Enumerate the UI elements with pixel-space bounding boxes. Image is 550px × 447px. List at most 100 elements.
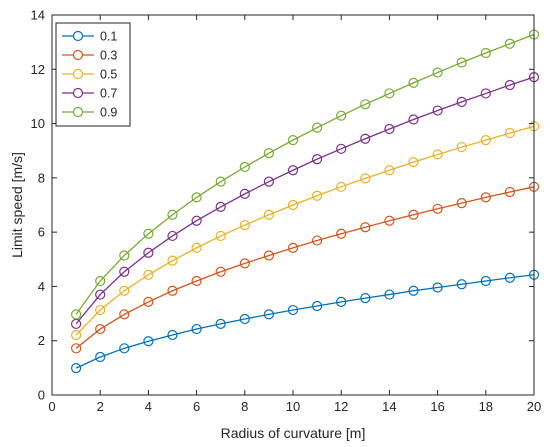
y-tick-label: 8 xyxy=(38,170,45,185)
data-point xyxy=(119,285,130,296)
legend-label: 0.1 xyxy=(100,30,117,44)
data-point xyxy=(70,309,82,320)
data-point xyxy=(263,148,274,159)
data-point xyxy=(119,343,130,354)
x-axis-title: Radius of curvature [m] xyxy=(221,425,366,441)
data-point xyxy=(408,285,419,296)
data-point xyxy=(167,255,178,266)
data-point xyxy=(504,79,515,91)
legend-item: 0.9 xyxy=(62,106,117,120)
data-point xyxy=(215,266,226,277)
data-point xyxy=(191,275,202,287)
data-point xyxy=(191,215,202,226)
series-line xyxy=(75,274,535,369)
data-point xyxy=(167,209,178,220)
data-point xyxy=(360,293,371,304)
data-point xyxy=(480,88,491,99)
data-point xyxy=(408,77,419,88)
data-point xyxy=(143,336,154,347)
data-point xyxy=(119,309,130,320)
legend-label: 0.5 xyxy=(100,68,117,82)
x-tick-label: 4 xyxy=(145,399,152,414)
data-point xyxy=(312,190,323,201)
series-0.3 xyxy=(70,181,540,354)
data-point xyxy=(143,247,154,258)
x-tick-label: 6 xyxy=(193,399,200,414)
legend-label: 0.7 xyxy=(100,87,117,101)
data-point xyxy=(95,323,106,335)
data-point xyxy=(70,343,82,354)
x-tick-label: 18 xyxy=(479,399,493,414)
data-point xyxy=(312,154,323,165)
legend-marker xyxy=(72,87,84,99)
y-tick-label: 0 xyxy=(38,388,45,403)
data-point xyxy=(312,235,323,246)
data-point xyxy=(480,275,491,287)
legend: 0.1 0.3 0.5 0.7 0.9 xyxy=(55,22,131,127)
data-point xyxy=(239,161,250,173)
data-point xyxy=(384,215,395,226)
data-point xyxy=(480,192,491,203)
data-point xyxy=(336,228,347,239)
data-point xyxy=(239,219,250,231)
series-0.7 xyxy=(70,72,540,329)
data-point xyxy=(432,282,443,293)
series-0.9 xyxy=(70,29,540,320)
legend-marker xyxy=(72,49,84,61)
data-point xyxy=(456,198,467,209)
data-point xyxy=(70,363,82,374)
y-tick-label: 4 xyxy=(38,279,45,294)
data-point xyxy=(432,67,443,78)
data-point xyxy=(432,149,443,160)
legend-label: 0.9 xyxy=(100,106,117,120)
data-point xyxy=(70,329,82,341)
legend-item: 0.7 xyxy=(62,87,117,101)
data-point xyxy=(408,209,419,220)
series-line xyxy=(75,186,535,349)
data-point xyxy=(167,329,178,341)
data-point xyxy=(287,242,299,253)
data-point xyxy=(480,47,491,59)
x-tick-label: 2 xyxy=(97,399,104,414)
series-0.5 xyxy=(70,121,540,341)
data-point xyxy=(384,165,395,176)
legend-item: 0.3 xyxy=(62,49,117,63)
data-point xyxy=(408,157,419,168)
data-point xyxy=(263,250,274,261)
data-point xyxy=(456,96,467,107)
y-tick-label: 2 xyxy=(38,333,45,348)
data-point xyxy=(384,289,395,300)
x-tick-label: 14 xyxy=(382,399,396,414)
data-point xyxy=(336,296,347,307)
data-point xyxy=(384,88,395,99)
data-point xyxy=(167,230,178,242)
data-point xyxy=(360,99,371,110)
x-tick-label: 10 xyxy=(286,399,300,414)
legend-item: 0.5 xyxy=(62,68,117,82)
axis-ticks: 0 2 4 6 8 10 12 14 16 18 20 0 2 4 6 8 10 12 14 xyxy=(31,8,542,415)
data-point xyxy=(287,165,299,176)
data-point xyxy=(215,201,226,212)
y-tick-label: 6 xyxy=(38,225,45,240)
data-point xyxy=(336,143,347,154)
x-tick-label: 20 xyxy=(527,399,541,414)
data-point xyxy=(336,181,347,192)
data-point xyxy=(384,123,395,135)
legend-label: 0.3 xyxy=(100,49,117,63)
data-point xyxy=(167,285,178,296)
data-point xyxy=(143,228,154,239)
data-point xyxy=(215,176,226,187)
legend-item: 0.1 xyxy=(62,30,117,44)
data-point xyxy=(480,135,491,146)
y-tick-label: 14 xyxy=(31,8,45,23)
x-tick-label: 12 xyxy=(334,399,348,414)
data-point xyxy=(119,250,130,261)
data-point xyxy=(239,258,250,269)
data-point xyxy=(95,275,106,287)
data-point xyxy=(215,318,226,329)
data-point xyxy=(312,300,323,312)
legend-marker xyxy=(72,68,84,80)
data-point xyxy=(191,192,202,203)
y-tick-label: 10 xyxy=(31,116,45,131)
